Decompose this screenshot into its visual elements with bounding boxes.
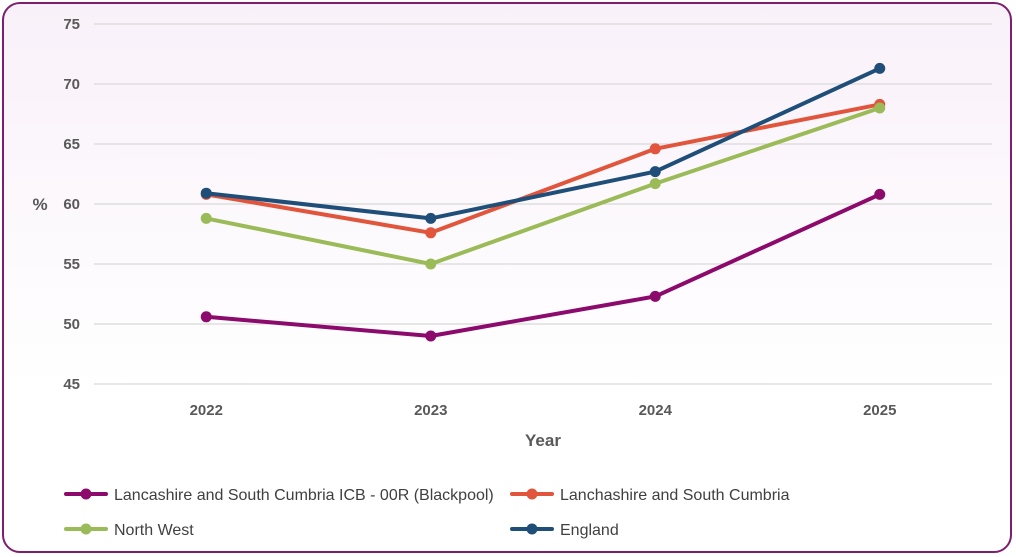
- data-point-2-2025: [874, 102, 886, 114]
- data-point-0-2025: [874, 188, 886, 200]
- data-point-0-2023: [425, 330, 437, 342]
- series-1: [200, 98, 886, 239]
- y-tick-label-45: 45: [63, 376, 80, 393]
- x-axis-ticks: 2022 2023 2024 2025: [190, 402, 897, 419]
- legend: Lancashire and South Cumbria ICB - 00R (…: [64, 487, 790, 539]
- series-line-1: [204, 102, 882, 235]
- series-line-3: [204, 66, 882, 221]
- series-line-0: [204, 192, 882, 338]
- series-line-2: [204, 106, 882, 266]
- data-point-3-2023: [425, 212, 437, 224]
- legend-item-1: Lanchashire and South Cumbria: [510, 487, 790, 504]
- data-point-0-2022: [200, 311, 212, 323]
- series-0: [200, 188, 886, 342]
- y-tick-label-70: 70: [63, 76, 80, 93]
- legend-item-2: North West: [64, 522, 194, 539]
- legend-label-2: North West: [114, 522, 194, 539]
- x-tick-label-2024: 2024: [639, 402, 673, 419]
- data-point-2-2024: [649, 178, 661, 190]
- y-tick-label-55: 55: [63, 256, 80, 273]
- x-tick-label-2023: 2023: [414, 402, 447, 419]
- gridlines: [94, 23, 992, 385]
- data-point-1-2023: [425, 227, 437, 239]
- data-point-1-2024: [649, 143, 661, 155]
- y-tick-label-75: 75: [63, 16, 80, 33]
- legend-swatch-marker-2: [80, 523, 92, 535]
- y-tick-label-65: 65: [63, 136, 80, 153]
- x-axis-title: Year: [525, 431, 561, 450]
- data-point-3-2024: [649, 166, 661, 178]
- legend-swatch-marker-3: [526, 523, 538, 535]
- y-tick-label-50: 50: [63, 316, 80, 333]
- series-lines: [200, 62, 886, 342]
- data-point-2-2022: [200, 212, 212, 224]
- legend-item-0: Lancashire and South Cumbria ICB - 00R (…: [64, 487, 494, 504]
- x-tick-label-2025: 2025: [863, 402, 896, 419]
- legend-label-0: Lancashire and South Cumbria ICB - 00R (…: [114, 487, 494, 504]
- y-axis-ticks: 45 50 55 60 65 70 75: [63, 16, 80, 393]
- legend-swatch-marker-0: [80, 488, 92, 500]
- legend-label-1: Lanchashire and South Cumbria: [560, 487, 790, 504]
- data-point-3-2025: [874, 62, 886, 74]
- series-3: [200, 62, 886, 224]
- line-chart: 45 50 55 60 65 70 75 2022 2023 2024 2025 % Year L…: [32, 16, 992, 539]
- x-tick-label-2022: 2022: [190, 402, 223, 419]
- y-tick-label-60: 60: [63, 196, 80, 213]
- legend-item-3: England: [510, 522, 619, 539]
- data-point-3-2022: [200, 187, 212, 199]
- data-point-0-2024: [649, 290, 661, 302]
- series-2: [200, 102, 886, 270]
- data-point-2-2023: [425, 258, 437, 270]
- legend-label-3: England: [560, 522, 619, 539]
- legend-swatch-marker-1: [526, 488, 538, 500]
- y-axis-title: %: [32, 195, 47, 214]
